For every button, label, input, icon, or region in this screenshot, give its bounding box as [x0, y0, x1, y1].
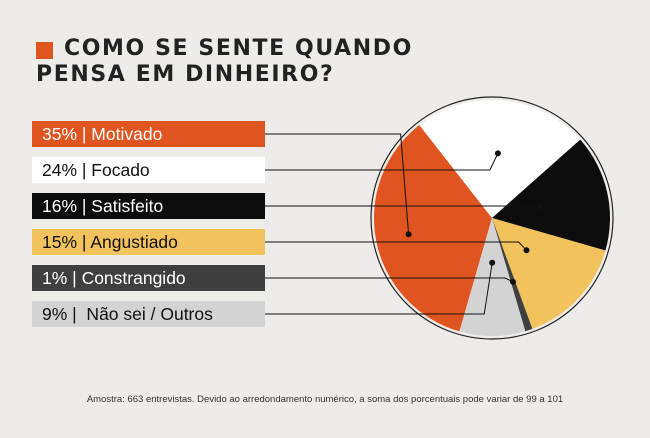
leader-line-motivado — [265, 133, 410, 235]
footnote: Amostra: 663 entrevistas. Devido ao arre… — [86, 394, 564, 405]
chart-title: COMO SE SENTE QUANDO PENSA EM DINHEIRO? — [36, 36, 413, 88]
pie-slice-angustiado — [492, 218, 606, 329]
pie-slice-focado — [419, 99, 581, 218]
legend-item-angustiado: 15% | Angustiado — [32, 229, 265, 255]
leader-dot-angustiado — [523, 247, 530, 254]
leader-dot-constrangido — [510, 278, 516, 285]
pie-slice-nao-sei — [459, 218, 526, 337]
leader-line-focado — [265, 153, 499, 171]
title-line-1: COMO SE SENTE QUANDO — [64, 36, 413, 61]
leader-dot-motivado — [405, 231, 412, 238]
leader-line-nao-sei — [265, 262, 493, 315]
legend-item-constrangido: 1% | Constrangido — [32, 265, 265, 291]
legend-item-satisfeito: 16% | Satisfeito — [32, 193, 265, 219]
pie-slice-motivado — [373, 125, 492, 332]
leader-line-angustiado — [265, 241, 527, 251]
pie-slice-constrangido — [492, 218, 533, 332]
legend-item-focado: 24% | Focado — [32, 157, 265, 183]
leader-dot-satisfeito — [537, 204, 544, 210]
pie-slice-satisfeito — [492, 139, 611, 251]
title-line-2: PENSA EM DINHEIRO? — [36, 62, 335, 87]
title-square-marker — [36, 42, 53, 59]
pie-outer-ring — [370, 96, 614, 340]
leader-dot-focado — [494, 150, 501, 157]
leader-dot-nao-sei — [489, 259, 496, 266]
legend-item-nao-sei: 9% | Não sei / Outros — [32, 301, 265, 327]
legend-item-motivado: 35% | Motivado — [32, 121, 265, 147]
